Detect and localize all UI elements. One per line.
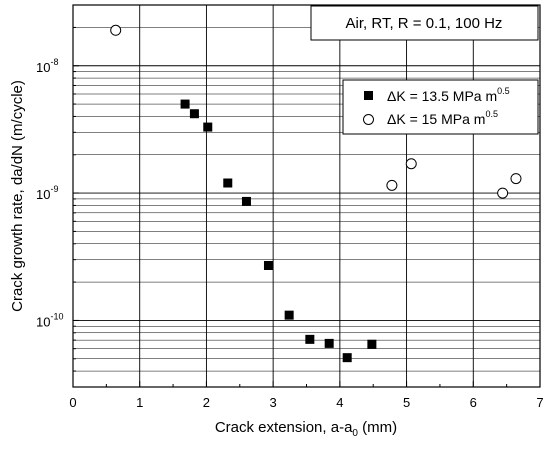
- x-tick-label: 6: [470, 395, 477, 410]
- x-tick-label: 3: [270, 395, 277, 410]
- x-tick-labels: 0 1 2 3 4 5 6 7: [69, 395, 543, 410]
- legend: ΔK = 13.5 MPa m0.5 ΔK = 15 MPa m0.5: [342, 79, 539, 135]
- x-tick-label: 2: [203, 395, 210, 410]
- ticks: [72, 4, 541, 388]
- point-series-1: [342, 353, 352, 363]
- point-series-1: [263, 260, 273, 270]
- annotation-text: Air, RT, R = 0.1, 100 Hz: [346, 15, 503, 32]
- x-tick-label: 7: [536, 395, 543, 410]
- point-series-1: [189, 109, 199, 119]
- point-series-2: [405, 158, 417, 170]
- plot-frame: [72, 4, 541, 388]
- y-axis-title: Crack growth rate, da/dN (m/cycle): [9, 80, 26, 312]
- annotation-box: Air, RT, R = 0.1, 100 Hz: [310, 5, 539, 41]
- point-series-1: [305, 334, 315, 344]
- point-series-2: [510, 173, 522, 185]
- x-tick-label: 5: [403, 395, 410, 410]
- x-axis-title: Crack extension, a-a0 (mm): [215, 419, 397, 439]
- legend-marker-circle: [363, 114, 374, 125]
- grid: [72, 4, 541, 388]
- y-tick-labels: 10-10 10-9 10-8: [36, 57, 63, 330]
- point-series-1: [284, 310, 294, 320]
- x-tick-label: 0: [69, 395, 76, 410]
- y-tick-label: 10-9: [36, 184, 58, 202]
- point-series-2: [110, 24, 122, 36]
- y-tick-label: 10-10: [36, 311, 63, 329]
- point-series-1: [324, 338, 334, 348]
- point-series-2: [497, 187, 509, 199]
- point-series-1: [367, 339, 377, 349]
- point-series-2: [386, 179, 398, 191]
- point-series-1: [180, 99, 190, 109]
- point-series-1: [203, 122, 213, 132]
- point-series-1: [241, 196, 251, 206]
- y-tick-label: 10-8: [36, 57, 58, 75]
- point-series-1: [223, 178, 233, 188]
- x-tick-label: 4: [336, 395, 343, 410]
- x-tick-label: 1: [136, 395, 143, 410]
- data-points: [110, 24, 522, 363]
- legend-label-series-1: ΔK = 13.5 MPa m0.5: [387, 86, 510, 104]
- legend-marker-square: [364, 91, 373, 100]
- legend-label-series-2: ΔK = 15 MPa m0.5: [387, 109, 498, 127]
